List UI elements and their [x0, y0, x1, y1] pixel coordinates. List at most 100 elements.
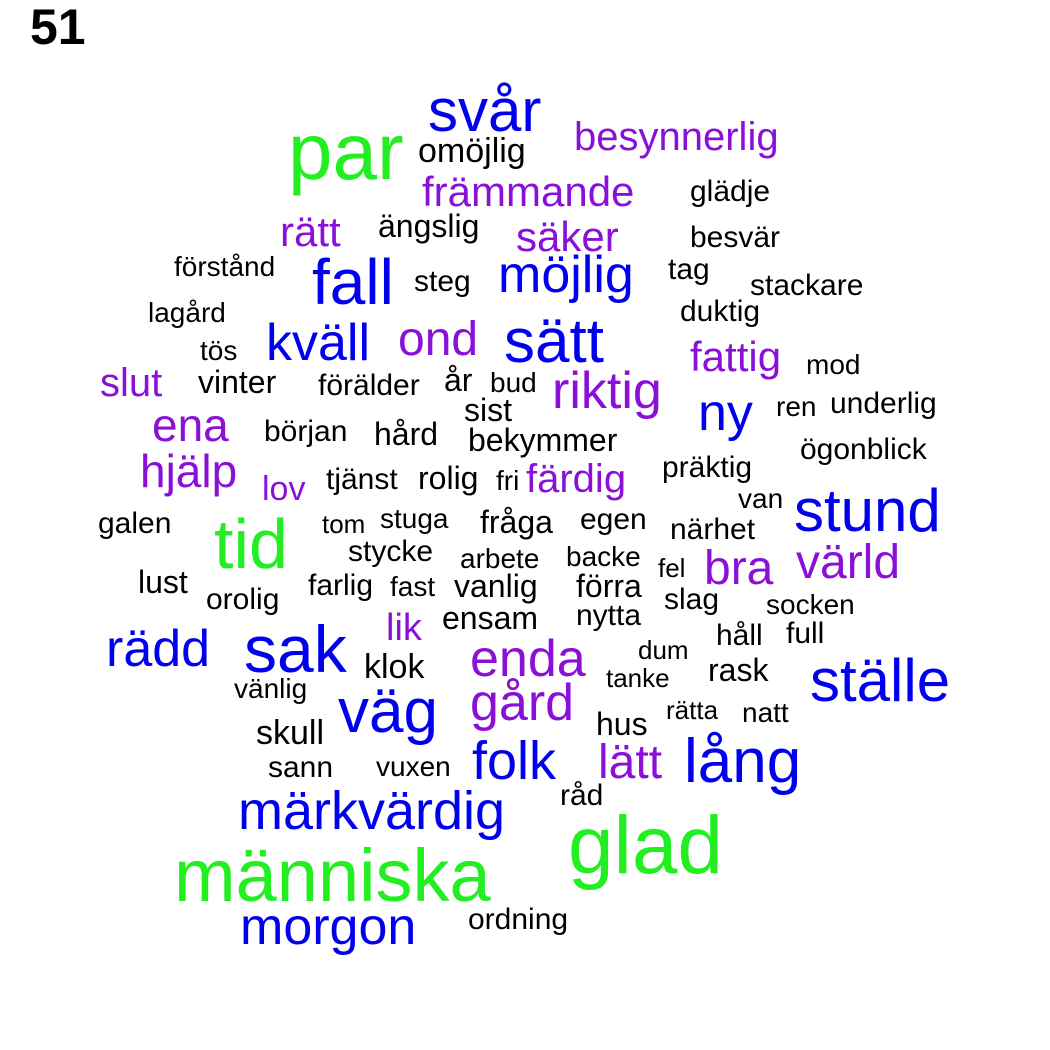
word-fel: fel — [658, 553, 686, 583]
word-vuxen: vuxen — [376, 751, 451, 782]
word-fri: fri — [496, 465, 520, 496]
word-lang: lång — [684, 727, 802, 796]
word-riktig: riktig — [552, 362, 662, 420]
word-rad: råd — [560, 779, 604, 812]
word-tjanst: tjänst — [326, 463, 398, 496]
word-arbete: arbete — [460, 543, 540, 574]
word-slut: slut — [100, 361, 163, 405]
word-sist: sist — [464, 392, 512, 428]
word-tanke: tanke — [606, 663, 670, 693]
word-par: par — [288, 107, 404, 196]
word-slag: slag — [664, 583, 720, 616]
word-egen: egen — [580, 503, 647, 536]
word-vanlig: vanlig — [454, 568, 538, 604]
word-foralder: förälder — [318, 369, 420, 402]
word-nytta: nytta — [576, 599, 642, 632]
word-lov: lov — [262, 470, 306, 508]
word-ond: ond — [398, 313, 479, 366]
word-orolig: orolig — [206, 583, 280, 616]
word-dum: dum — [638, 635, 689, 665]
word-farlig: farlig — [308, 569, 374, 602]
word-narhet: närhet — [670, 513, 756, 546]
word-fardig: färdig — [526, 457, 627, 501]
word-full: full — [786, 617, 825, 650]
word-enda: enda — [470, 630, 586, 688]
word-fraga: fråga — [480, 504, 553, 540]
word-ny: ny — [698, 384, 753, 442]
word-ensam: ensam — [442, 600, 539, 636]
word-klok: klok — [364, 648, 425, 686]
word-tid: tid — [214, 505, 288, 583]
word-sann: sann — [268, 751, 334, 784]
word-tos: tös — [200, 335, 238, 366]
word-skull: skull — [256, 714, 325, 752]
word-markvardig: märkvärdig — [238, 781, 506, 841]
word-ratta: rätta — [666, 695, 719, 725]
word-ratt: rätt — [280, 208, 341, 255]
word-vanlig: vänlig — [234, 673, 308, 704]
word-stycke: stycke — [348, 535, 434, 568]
word-frammande: främmande — [422, 168, 635, 215]
word-besvar: besvär — [690, 221, 781, 254]
word-sak: sak — [244, 612, 347, 686]
word-hus: hus — [596, 706, 648, 742]
word-gladje: glädje — [690, 175, 771, 208]
word-besynnerlig: besynnerlig — [574, 115, 779, 159]
word-angslig: ängslig — [378, 208, 480, 244]
word-forstand: förstånd — [174, 251, 276, 282]
word-varld: värld — [796, 536, 901, 589]
word-fast: fast — [390, 571, 436, 602]
word-hard: hård — [374, 416, 439, 452]
word-kvall: kväll — [266, 314, 371, 372]
word-forra: förra — [576, 568, 642, 604]
word-ordning: ordning — [468, 903, 569, 936]
word-svar: svår — [428, 77, 542, 144]
page-number: 51 — [30, 0, 86, 55]
word-mod: mod — [806, 349, 861, 380]
word-lik: lik — [386, 607, 422, 649]
word-ren: ren — [776, 391, 817, 422]
word-socken: socken — [766, 589, 855, 620]
word-praktig: präktig — [662, 451, 753, 484]
word-van: van — [738, 483, 784, 514]
word-morgon: morgon — [240, 898, 417, 956]
word-bra: bra — [704, 542, 774, 595]
word-tag: tag — [668, 253, 710, 286]
word-manniska: människa — [174, 834, 491, 917]
word-duktig: duktig — [680, 295, 761, 328]
word-glad: glad — [568, 800, 724, 891]
word-stund: stund — [794, 477, 941, 544]
word-stackare: stackare — [750, 269, 864, 302]
word-fall: fall — [312, 246, 394, 318]
word-lagard: lagård — [148, 297, 226, 328]
word-gard: gård — [470, 674, 575, 732]
word-underlig: underlig — [830, 387, 937, 420]
word-vinter: vinter — [198, 364, 277, 400]
word-rask: rask — [708, 652, 769, 688]
word-bud: bud — [490, 367, 537, 398]
word-mojlig: möjlig — [498, 246, 634, 304]
word-vag: väg — [338, 677, 438, 746]
word-radd: rädd — [106, 620, 211, 678]
word-folk: folk — [472, 731, 557, 791]
word-saker: säker — [516, 213, 619, 260]
word-hjalp: hjälp — [140, 445, 238, 497]
word-satt: sätt — [504, 307, 604, 376]
word-galen: galen — [98, 507, 172, 540]
word-latt: lätt — [598, 736, 663, 789]
word-steg: steg — [414, 265, 471, 298]
word-borjan: början — [264, 415, 348, 448]
word-stalle: ställe — [810, 647, 951, 714]
word-fattig: fattig — [690, 333, 782, 380]
word-stuga: stuga — [380, 503, 449, 534]
word-hall: håll — [716, 619, 763, 652]
word-lust: lust — [138, 564, 188, 600]
word-ena: ena — [152, 399, 229, 451]
word-ogonblick: ögonblick — [800, 433, 927, 466]
word-bekymmer: bekymmer — [468, 422, 618, 458]
word-ar: år — [444, 362, 473, 398]
word-tom: tom — [322, 509, 366, 539]
word-omojlig: omöjlig — [418, 132, 526, 170]
word-rolig: rolig — [418, 460, 479, 496]
